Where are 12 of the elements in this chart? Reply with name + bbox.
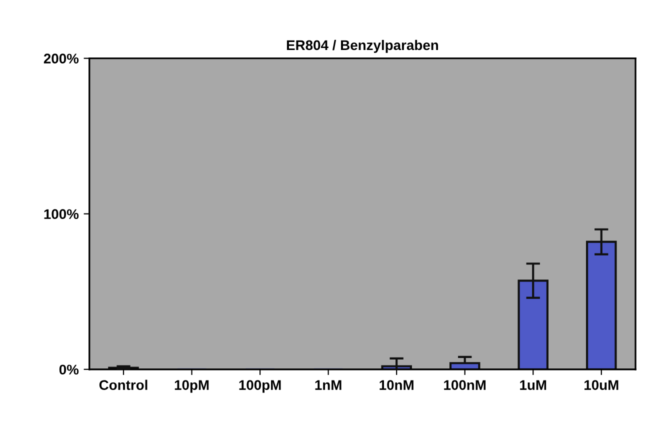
x-tick-label: 100pM [239, 380, 281, 393]
x-tick-label: 1nM [315, 380, 342, 390]
x-tick-label: 10nM [380, 380, 414, 390]
x-tick-label: 10uM [584, 380, 618, 390]
chart-title: ER804 / Benzylparaben [286, 40, 438, 53]
y-tick-label: 200% [44, 54, 79, 64]
x-tick-label: 100nM [444, 380, 486, 390]
x-tick-label: Control [99, 380, 148, 390]
x-tick-label: 10pM [174, 380, 209, 393]
x-tick-label: 1uM [520, 380, 546, 390]
y-tick-label: 100% [44, 209, 79, 220]
y-tick-label: 0% [59, 364, 79, 375]
